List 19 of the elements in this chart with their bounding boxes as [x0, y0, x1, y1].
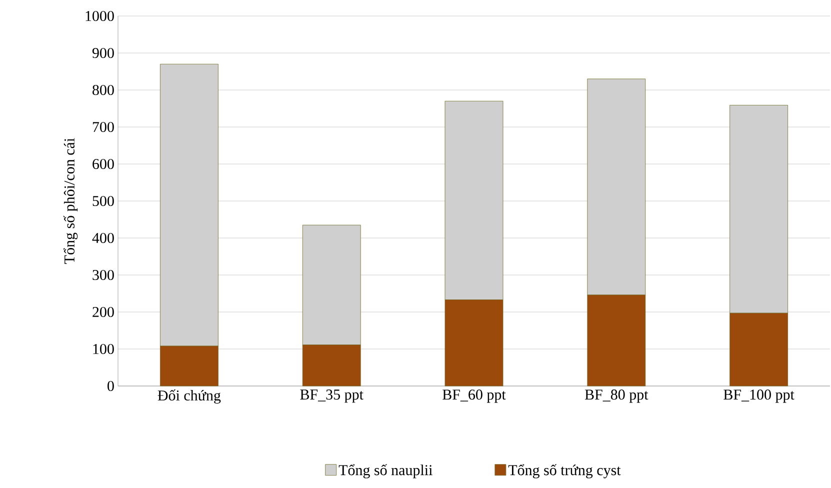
x-tick-label: Đối chứng [158, 390, 221, 404]
x-tick-label: BF_100 ppt [724, 390, 794, 403]
y-axis-title: Tổng số phôi/con cái [63, 138, 78, 264]
y-tick-label: 0 [108, 380, 114, 392]
y-tick-label: 800 [92, 84, 114, 96]
y-tick-label: 500 [92, 196, 114, 206]
legend-label: Tổng số trứng cyst [508, 464, 621, 478]
x-tick-label: BF_80 ppt [584, 390, 648, 403]
y-tick-label: 300 [92, 270, 114, 280]
y-tick-label: 600 [92, 158, 114, 170]
y-tick-label: 400 [92, 232, 114, 244]
y-tick-label: 900 [92, 48, 114, 58]
y-tick-label: 700 [92, 122, 114, 132]
legend-label: Tổng số nauplii [338, 464, 432, 478]
x-tick-label: BF_60 ppt [442, 390, 506, 403]
x-tick-label: BF_35 ppt [300, 390, 364, 403]
y-tick-label: 1000 [86, 10, 114, 22]
y-tick-label: 200 [92, 306, 114, 318]
y-tick-label: 100 [93, 344, 114, 354]
